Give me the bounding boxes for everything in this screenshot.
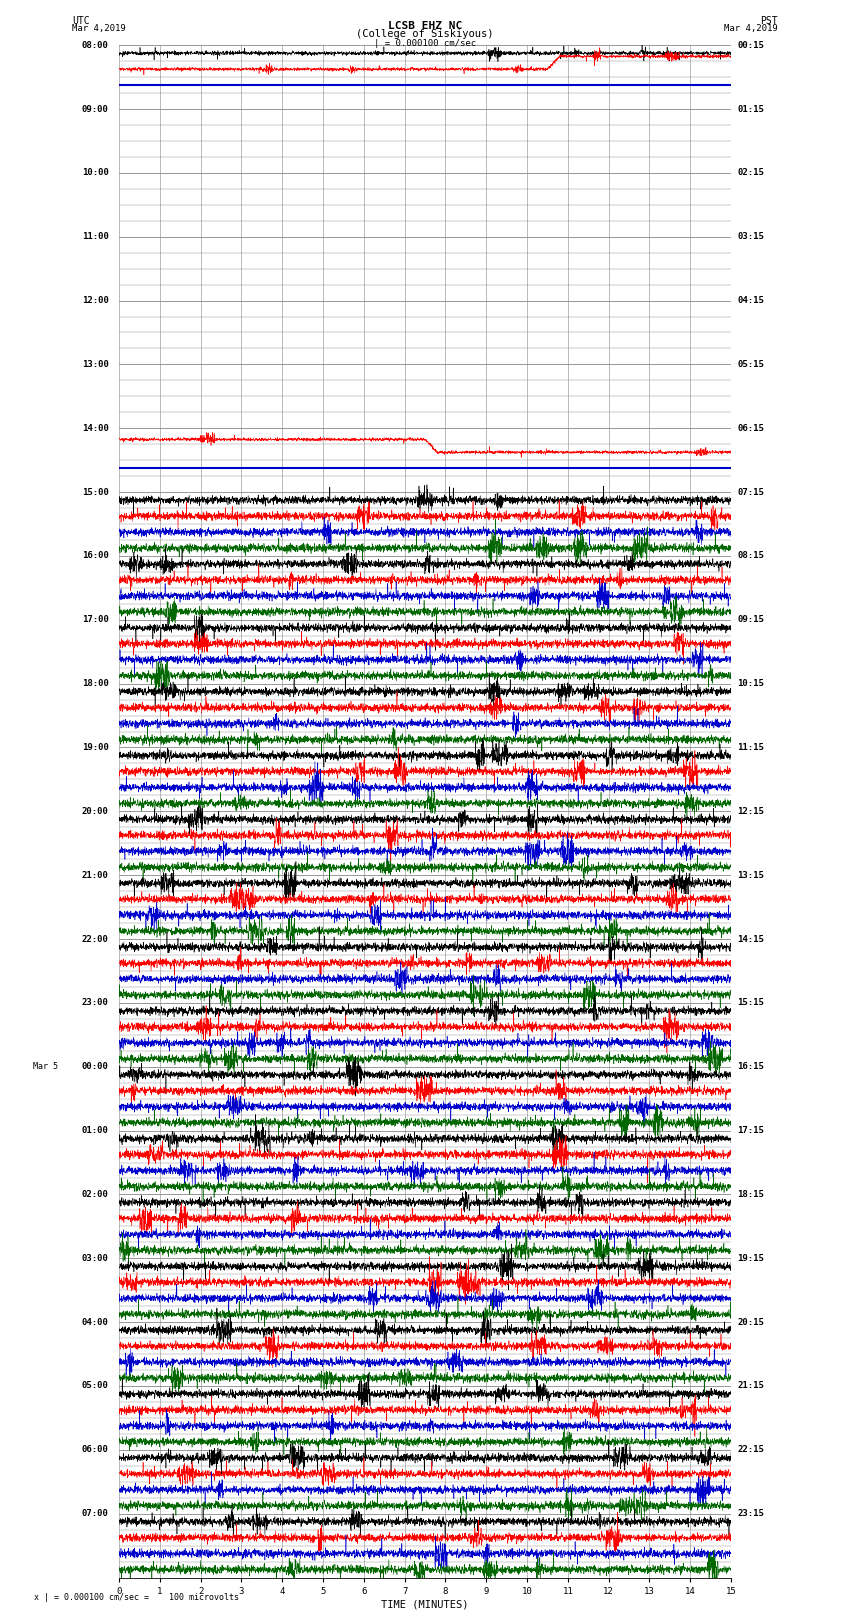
Text: 06:00: 06:00 (82, 1445, 109, 1455)
Text: 16:00: 16:00 (82, 552, 109, 560)
Text: 20:00: 20:00 (82, 806, 109, 816)
Text: 22:15: 22:15 (737, 1445, 764, 1455)
Text: 10:15: 10:15 (737, 679, 764, 689)
Text: 15:15: 15:15 (737, 998, 764, 1008)
Text: 01:00: 01:00 (82, 1126, 109, 1136)
Text: LCSB EHZ NC: LCSB EHZ NC (388, 21, 462, 31)
Text: UTC: UTC (72, 16, 90, 26)
Text: 18:15: 18:15 (737, 1190, 764, 1198)
Text: 13:15: 13:15 (737, 871, 764, 879)
X-axis label: TIME (MINUTES): TIME (MINUTES) (382, 1600, 468, 1610)
Text: 21:15: 21:15 (737, 1381, 764, 1390)
Text: 12:00: 12:00 (82, 297, 109, 305)
Text: 02:15: 02:15 (737, 168, 764, 177)
Text: 03:00: 03:00 (82, 1253, 109, 1263)
Text: 07:00: 07:00 (82, 1510, 109, 1518)
Text: 00:00: 00:00 (82, 1063, 109, 1071)
Text: 06:15: 06:15 (737, 424, 764, 432)
Text: 02:00: 02:00 (82, 1190, 109, 1198)
Text: 13:00: 13:00 (82, 360, 109, 369)
Text: | = 0.000100 cm/sec: | = 0.000100 cm/sec (374, 39, 476, 48)
Text: 20:15: 20:15 (737, 1318, 764, 1326)
Text: 15:00: 15:00 (82, 487, 109, 497)
Text: (College of Siskiyous): (College of Siskiyous) (356, 29, 494, 39)
Text: 11:15: 11:15 (737, 744, 764, 752)
Text: 23:00: 23:00 (82, 998, 109, 1008)
Text: 22:00: 22:00 (82, 934, 109, 944)
Text: 05:00: 05:00 (82, 1381, 109, 1390)
Text: Mar 4,2019: Mar 4,2019 (724, 24, 778, 34)
Text: PST: PST (760, 16, 778, 26)
Text: 09:15: 09:15 (737, 615, 764, 624)
Text: 17:15: 17:15 (737, 1126, 764, 1136)
Text: Mar 5: Mar 5 (33, 1063, 58, 1071)
Text: 08:15: 08:15 (737, 552, 764, 560)
Text: 04:00: 04:00 (82, 1318, 109, 1326)
Text: 04:15: 04:15 (737, 297, 764, 305)
Text: 08:00: 08:00 (82, 40, 109, 50)
Text: 14:15: 14:15 (737, 934, 764, 944)
Text: Mar 4,2019: Mar 4,2019 (72, 24, 126, 34)
Text: 19:15: 19:15 (737, 1253, 764, 1263)
Text: 16:15: 16:15 (737, 1063, 764, 1071)
Text: 21:00: 21:00 (82, 871, 109, 879)
Text: 07:15: 07:15 (737, 487, 764, 497)
Text: 03:15: 03:15 (737, 232, 764, 242)
Text: 01:15: 01:15 (737, 105, 764, 113)
Text: 19:00: 19:00 (82, 744, 109, 752)
Text: 17:00: 17:00 (82, 615, 109, 624)
Text: 12:15: 12:15 (737, 806, 764, 816)
Text: 10:00: 10:00 (82, 168, 109, 177)
Text: 00:15: 00:15 (737, 40, 764, 50)
Text: 11:00: 11:00 (82, 232, 109, 242)
Text: 23:15: 23:15 (737, 1510, 764, 1518)
Text: 05:15: 05:15 (737, 360, 764, 369)
Text: 09:00: 09:00 (82, 105, 109, 113)
Text: 18:00: 18:00 (82, 679, 109, 689)
Text: 14:00: 14:00 (82, 424, 109, 432)
Text: x | = 0.000100 cm/sec =    100 microvolts: x | = 0.000100 cm/sec = 100 microvolts (34, 1592, 239, 1602)
